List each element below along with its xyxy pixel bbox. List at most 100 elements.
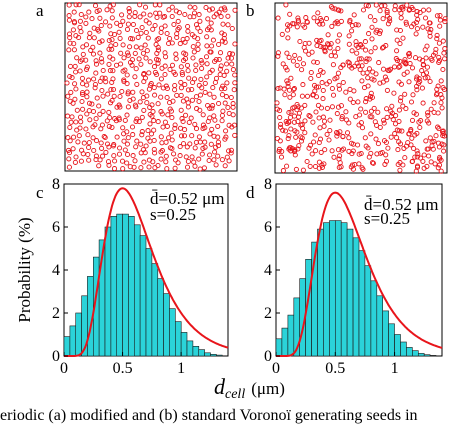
seed-point (157, 2, 163, 8)
seed-point (316, 165, 322, 171)
seed-point (144, 93, 150, 99)
seed-point (292, 52, 298, 58)
seed-point (438, 78, 444, 84)
seed-point (138, 61, 144, 67)
seed-point (379, 3, 385, 9)
seed-point (372, 18, 378, 24)
seed-point (351, 12, 357, 18)
seed-point (67, 124, 73, 130)
seed-point (322, 147, 328, 153)
seed-point (158, 156, 164, 162)
seed-point (309, 151, 315, 157)
seed-point (322, 47, 328, 53)
seed-point (349, 48, 355, 54)
y-tick-label: 0 (52, 348, 60, 365)
seed-point (225, 104, 231, 111)
seed-point (304, 158, 310, 165)
seed-point (90, 51, 97, 57)
seed-point (340, 79, 346, 86)
seed-point (124, 112, 130, 118)
seed-point (74, 107, 80, 113)
seed-point (67, 40, 73, 46)
seed-point (212, 149, 218, 155)
seed-point (219, 92, 225, 98)
seed-point (144, 48, 150, 54)
seed-point (108, 87, 114, 93)
seed-point (433, 133, 439, 139)
seed-point (189, 86, 195, 93)
seed-point (151, 64, 158, 70)
seed-point (293, 166, 299, 172)
seed-point (438, 168, 444, 174)
seed-point (313, 84, 320, 90)
seed-point (78, 29, 84, 35)
seed-point (68, 89, 74, 95)
seed-point (420, 24, 426, 30)
seed-point (163, 153, 169, 159)
seed-point (124, 160, 130, 166)
panel-label-d: d (246, 183, 255, 202)
seed-point (304, 93, 311, 99)
seed-point (197, 28, 203, 35)
seed-point (356, 56, 362, 62)
seed-point (134, 138, 140, 144)
seed-point (385, 145, 391, 151)
seed-point (143, 143, 149, 149)
panel-a-points (64, 2, 238, 172)
seed-point (73, 86, 79, 92)
seed-point (197, 18, 203, 24)
seed-point (71, 41, 77, 47)
panel-label-b: b (246, 1, 255, 20)
seed-point (359, 165, 365, 171)
seed-point (76, 133, 82, 139)
seed-point (329, 104, 335, 110)
seed-point (387, 18, 393, 24)
seed-point (302, 118, 308, 124)
seed-point (100, 108, 106, 114)
seed-point (367, 14, 373, 20)
seed-point (208, 20, 214, 26)
seed-point (323, 16, 330, 22)
seed-point (385, 21, 391, 27)
annotation-c-s: s=0.25 (150, 205, 196, 224)
seed-point (420, 57, 426, 64)
seed-point (91, 35, 97, 41)
seed-point (177, 153, 183, 159)
seed-point (286, 133, 292, 139)
seed-point (172, 122, 178, 128)
seed-point (278, 154, 285, 160)
seed-point (414, 26, 420, 32)
seed-point (99, 38, 105, 44)
seed-point (363, 59, 369, 65)
seed-point (427, 78, 433, 85)
seed-point (106, 162, 112, 168)
histogram-bar (358, 250, 366, 357)
seed-point (358, 106, 364, 112)
seed-point (169, 115, 175, 121)
seed-point (359, 63, 365, 69)
seed-point (191, 14, 197, 20)
panel-a-scatter (64, 2, 238, 172)
histogram-bar (198, 349, 205, 357)
seed-point (329, 23, 335, 29)
seed-point (192, 5, 198, 11)
seed-point (66, 150, 73, 156)
seed-point (284, 78, 290, 84)
seed-point (285, 84, 291, 90)
seed-point (155, 57, 161, 63)
histogram-bar (134, 224, 141, 357)
seed-point (155, 101, 161, 107)
seed-point (179, 116, 185, 122)
seed-point (275, 85, 281, 92)
seed-point (144, 100, 150, 106)
histogram-bar (186, 340, 194, 357)
seed-point (124, 26, 131, 32)
seed-point (114, 20, 120, 26)
seed-point (137, 2, 143, 8)
seed-point (133, 104, 139, 110)
seed-point (365, 3, 372, 9)
seed-point (341, 146, 347, 152)
seed-point (137, 99, 143, 105)
seed-point (86, 140, 92, 146)
seed-point (77, 58, 83, 65)
